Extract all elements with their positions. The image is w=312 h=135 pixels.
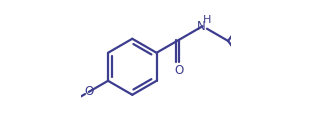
Text: N: N [197, 20, 205, 33]
Text: O: O [174, 64, 183, 77]
Text: H: H [203, 15, 212, 25]
Text: O: O [84, 85, 93, 98]
